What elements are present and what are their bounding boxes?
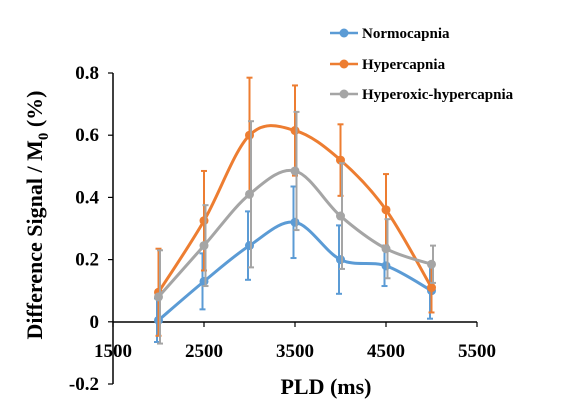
series-hyperoxic-hypercapnia	[154, 110, 436, 345]
legend-item-hyperoxic-hypercapnia: Hyperoxic-hypercapnia	[330, 87, 514, 103]
data-point-normocapnia	[336, 255, 345, 265]
series-line-hyperoxic-hypercapnia	[157, 168, 432, 298]
legend-label-hypercapnia: Hypercapnia	[362, 57, 446, 73]
error-bars-normocapnia	[154, 185, 433, 344]
y-axis-title-subscript: 0	[36, 133, 52, 141]
data-point-hyperoxic-hypercapnia	[336, 211, 345, 221]
data-point-hyperoxic-hypercapnia	[245, 189, 254, 199]
y-tick-label: 0.4	[75, 187, 99, 208]
legend-label-hyperoxic-hypercapnia: Hyperoxic-hypercapnia	[362, 87, 514, 103]
x-tick-labels: 1500 2500 3500 4500 5500	[94, 341, 496, 362]
data-point-hypercapnia	[290, 126, 300, 136]
x-tick-label: 2500	[185, 341, 223, 362]
series-normocapnia	[154, 185, 436, 344]
x-tick-label: 5500	[458, 341, 496, 362]
legend-marker-normocapnia	[339, 28, 349, 38]
legend-item-normocapnia: Normocapnia	[330, 26, 450, 42]
chart-legend: Normocapnia Hypercapnia Hyperoxic-hyperc…	[330, 26, 514, 103]
data-point-hypercapnia	[245, 130, 254, 140]
y-tick-label: 0.8	[75, 63, 99, 84]
x-axis-title: PLD (ms)	[280, 374, 371, 399]
y-tick-label: 0.2	[75, 250, 99, 271]
legend-item-hypercapnia: Hypercapnia	[330, 57, 446, 73]
y-tick-labels: -0.2 0 0.2 0.4 0.6 0.8	[69, 63, 100, 395]
chart-axes	[108, 72, 478, 385]
data-point-hyperoxic-hypercapnia	[199, 241, 209, 251]
y-tick-label: 0	[90, 312, 100, 333]
x-tick-label: 1500	[94, 341, 132, 362]
y-axis-title-main: Difference Signal / M	[22, 140, 47, 340]
y-axis-title-unit: (%)	[22, 90, 47, 132]
y-tick-label: -0.2	[69, 374, 99, 395]
data-point-hypercapnia	[427, 283, 436, 293]
series-line-normocapnia	[157, 220, 433, 322]
data-point-normocapnia	[199, 276, 209, 286]
series-hypercapnia	[154, 76, 436, 337]
data-point-normocapnia	[245, 241, 254, 251]
error-bars-hypercapnia	[155, 76, 435, 337]
data-point-hypercapnia	[199, 216, 209, 226]
x-tick-label: 4500	[367, 341, 405, 362]
legend-marker-hypercapnia	[339, 59, 349, 69]
data-point-hyperoxic-hypercapnia	[154, 292, 163, 302]
data-point-hyperoxic-hypercapnia	[381, 244, 391, 254]
data-point-normocapnia	[381, 261, 391, 271]
legend-marker-hyperoxic-hypercapnia	[339, 89, 349, 99]
y-tick-label: 0.6	[75, 125, 99, 146]
series-layer	[154, 76, 436, 345]
data-point-hyperoxic-hypercapnia	[290, 166, 300, 176]
data-point-hypercapnia	[381, 205, 391, 215]
y-axis-title: Difference Signal / M0 (%)	[22, 90, 52, 339]
legend-label-normocapnia: Normocapnia	[362, 26, 450, 42]
x-tick-label: 3500	[276, 341, 314, 362]
data-point-hyperoxic-hypercapnia	[427, 259, 436, 269]
data-point-normocapnia	[290, 217, 300, 227]
